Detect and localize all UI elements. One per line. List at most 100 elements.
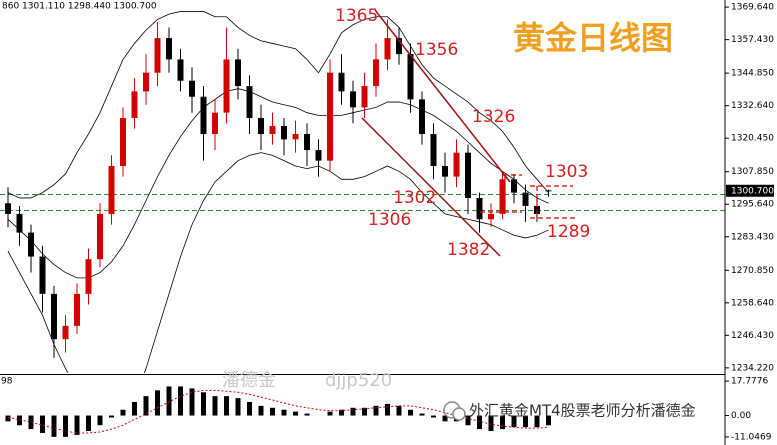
candle-body: [281, 126, 287, 140]
macd-bar: [258, 405, 264, 416]
macd-bar: [63, 415, 68, 437]
macd-bar: [247, 401, 252, 416]
y-tick-label: 1234.220: [731, 363, 774, 373]
annotation: 1382: [447, 240, 490, 260]
candle-body: [453, 152, 460, 177]
y-tick-label: 1332.640: [731, 101, 774, 111]
candle-body: [350, 91, 356, 108]
macd-bar: [477, 415, 482, 430]
macd-bar: [339, 409, 344, 416]
annotation: 1356: [415, 40, 458, 60]
macd-bar: [40, 415, 45, 433]
macd-bar: [419, 413, 425, 416]
annotation: 1306: [368, 210, 411, 230]
trend-line: [374, 9, 511, 183]
macd-bar: [488, 415, 494, 432]
macd-bar: [132, 401, 137, 416]
candle-body: [120, 118, 126, 166]
candle-body: [361, 86, 368, 108]
last-price-box: [726, 184, 774, 197]
candle-body: [511, 179, 517, 193]
footer-text: 外汇黄金MT4股票老师分析潘德金: [469, 402, 696, 420]
macd-bar: [51, 415, 57, 437]
watermark: 潘德金: [222, 370, 276, 391]
macd-bar: [442, 415, 448, 422]
macd-bar: [293, 411, 298, 416]
candle-body: [419, 99, 425, 135]
macd-bar: [120, 409, 126, 416]
macd-bar: [235, 398, 241, 416]
macd-bar: [143, 396, 149, 416]
macd-bar: [189, 388, 195, 416]
macd-tick-label: 0.00: [731, 411, 751, 421]
candle-body: [292, 134, 299, 140]
candle-body: [534, 205, 540, 214]
candle-body: [488, 213, 494, 220]
band-line: [7, 152, 549, 373]
candle-body: [499, 179, 506, 214]
macd-bar: [431, 415, 436, 418]
annotation: 1326: [472, 107, 515, 127]
candle-body: [189, 80, 195, 97]
macd-bar: [17, 415, 22, 426]
candle-body: [143, 72, 149, 92]
macd-bar: [385, 403, 390, 416]
trend-line: [361, 117, 501, 257]
macd-bar: [155, 390, 160, 416]
candle-body: [28, 232, 34, 257]
candle-body: [258, 118, 264, 135]
macd-bar: [97, 415, 103, 426]
range-box: [480, 174, 576, 219]
macd-tick-label: 17.7776: [731, 377, 768, 387]
candle-body: [39, 256, 46, 294]
macd-bar: [28, 415, 34, 430]
candle-body: [74, 293, 80, 326]
band-line: [7, 11, 549, 199]
macd-bar: [212, 396, 218, 416]
macd-bar: [270, 407, 275, 416]
candle-body: [442, 165, 448, 177]
macd-bar: [224, 396, 229, 416]
macd-panel: [5, 386, 551, 437]
candle-body: [85, 259, 92, 294]
candle-body: [545, 190, 552, 192]
y-tick-label: 1369.640: [731, 3, 774, 13]
annotation: 1365: [335, 6, 378, 26]
candle-body: [407, 54, 414, 100]
candle-body: [166, 38, 172, 60]
candle-body: [476, 197, 483, 220]
candle-body: [5, 203, 11, 214]
candle-body: [51, 293, 57, 340]
watermark: djjp520: [325, 370, 392, 391]
candle-body: [108, 165, 115, 214]
macd-bar: [511, 415, 517, 428]
candle-body: [235, 59, 241, 87]
candle-body: [131, 91, 138, 119]
macd-bar: [86, 415, 91, 432]
band-line: [7, 88, 549, 279]
macd-bar: [373, 405, 379, 416]
candle-body: [269, 126, 276, 135]
candle-body: [373, 59, 379, 87]
y-tick-label: 1258.640: [731, 298, 774, 308]
price-panel: [0, 11, 725, 373]
macd-bar: [396, 405, 402, 416]
annotation: 1303: [545, 162, 588, 182]
macd-bar: [5, 415, 11, 422]
y-tick-label: 1295.640: [731, 200, 774, 210]
candle-body: [430, 134, 437, 166]
y-tick-label: 1307.850: [731, 167, 774, 177]
macd-bar: [281, 409, 287, 416]
candle-body: [338, 72, 345, 92]
candle-body: [223, 59, 230, 113]
y-tick-label: 1270.850: [731, 266, 774, 276]
macd-bar: [465, 415, 471, 426]
candle-body: [246, 86, 253, 119]
y-tick-label: 1344.850: [731, 69, 774, 79]
macd-bar: [201, 392, 206, 416]
macd-tick-label: -11.0469: [731, 432, 772, 442]
macd-bar: [500, 415, 505, 430]
